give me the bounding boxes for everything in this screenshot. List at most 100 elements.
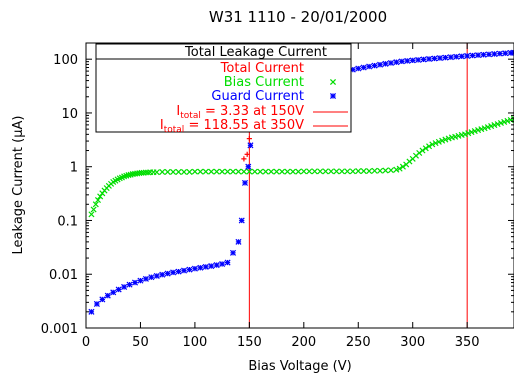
data-point [235,238,242,245]
data-point [371,62,378,69]
legend-entry-total-current: Total Current [220,61,304,76]
data-point [159,168,166,175]
legend-marker-guard-current [329,92,337,100]
data-point [191,265,198,272]
data-point [164,168,171,175]
data-point [153,272,160,279]
plot-frame [85,42,514,329]
legend-marker-bias-current [329,78,337,86]
data-point [159,271,166,278]
data-point [349,168,356,175]
data-point [300,168,307,175]
data-point [382,60,389,67]
data-point [399,163,406,170]
data-point [442,136,449,143]
data-point [494,121,501,128]
data-point [442,54,449,61]
y-tick-label: 0.1 [57,214,78,229]
data-point [497,119,504,127]
data-point [213,168,220,175]
data-point [355,168,362,175]
data-point [219,260,226,268]
data-point [93,300,100,307]
data-point [284,168,291,175]
legend-annotation-350v: Itotal = 118.55 at 350V [160,118,304,135]
data-point [387,59,394,67]
x-tick-label: 250 [346,335,371,350]
data-point [289,168,296,175]
legend-marker-point [329,92,337,100]
data-point [88,308,95,315]
data-point [435,138,442,145]
legend: Total Leakage Current Total Current Bias… [95,43,352,135]
data-point [322,168,329,175]
data-point [170,168,177,175]
data-point [202,263,209,270]
data-point [180,168,188,175]
y-tick-label: 100 [53,53,78,68]
data-point [229,249,237,256]
x-axis: 0 50 100 150 200 250 300 350 [82,43,480,350]
data-point [491,50,498,57]
data-point [244,151,250,157]
data-point [197,264,204,271]
data-point [235,168,242,175]
y-tick-label: 0.01 [49,268,78,283]
data-point [360,168,367,175]
data-point [436,55,443,62]
data-point [99,296,106,303]
data-point [180,267,188,274]
data-point [371,167,378,174]
data-point [251,168,258,175]
data-point [121,283,128,290]
chart-title: W31 1110 - 20/01/2000 [209,8,387,26]
data-point [110,289,117,296]
y-tick-label: 1 [70,161,78,176]
data-point [241,179,249,186]
legend-entry-bias-current: Bias Current [224,75,304,90]
data-point [447,54,454,61]
data-point [431,55,438,62]
data-point [94,197,102,204]
data-point [426,55,433,62]
data-point [461,131,469,138]
data-point [398,58,405,65]
data-point [377,61,384,68]
data-point [137,277,144,284]
data-point [404,57,411,64]
data-point [387,167,394,174]
data-point [219,168,226,175]
data-point [502,50,509,57]
data-point [247,142,254,149]
data-point [420,56,427,63]
data-point [142,275,149,282]
data-point [453,53,460,60]
y-tick-label: 0.001 [41,322,78,337]
legend-annotation-150v: Itotal = 3.33 at 150V [176,104,304,121]
data-point [88,211,95,218]
data-point [104,292,111,299]
data-point [208,263,215,270]
data-point [213,262,220,269]
data-point [311,168,318,175]
data-point [90,206,97,213]
data-point [355,65,362,72]
data-point [396,165,403,172]
legend-entry-guard-current: Guard Current [211,89,304,104]
data-point [426,143,433,150]
data-point [458,53,465,60]
data-point [409,57,416,64]
data-point [422,145,429,152]
x-tick-label: 350 [455,335,480,350]
data-point [229,168,237,175]
data-point [257,168,264,175]
data-point [186,266,193,273]
data-point [148,274,155,281]
data-point [131,279,139,286]
data-point [240,168,247,175]
data-point [469,52,476,59]
data-point [328,168,335,175]
data-point [279,168,286,175]
data-point [273,168,280,175]
